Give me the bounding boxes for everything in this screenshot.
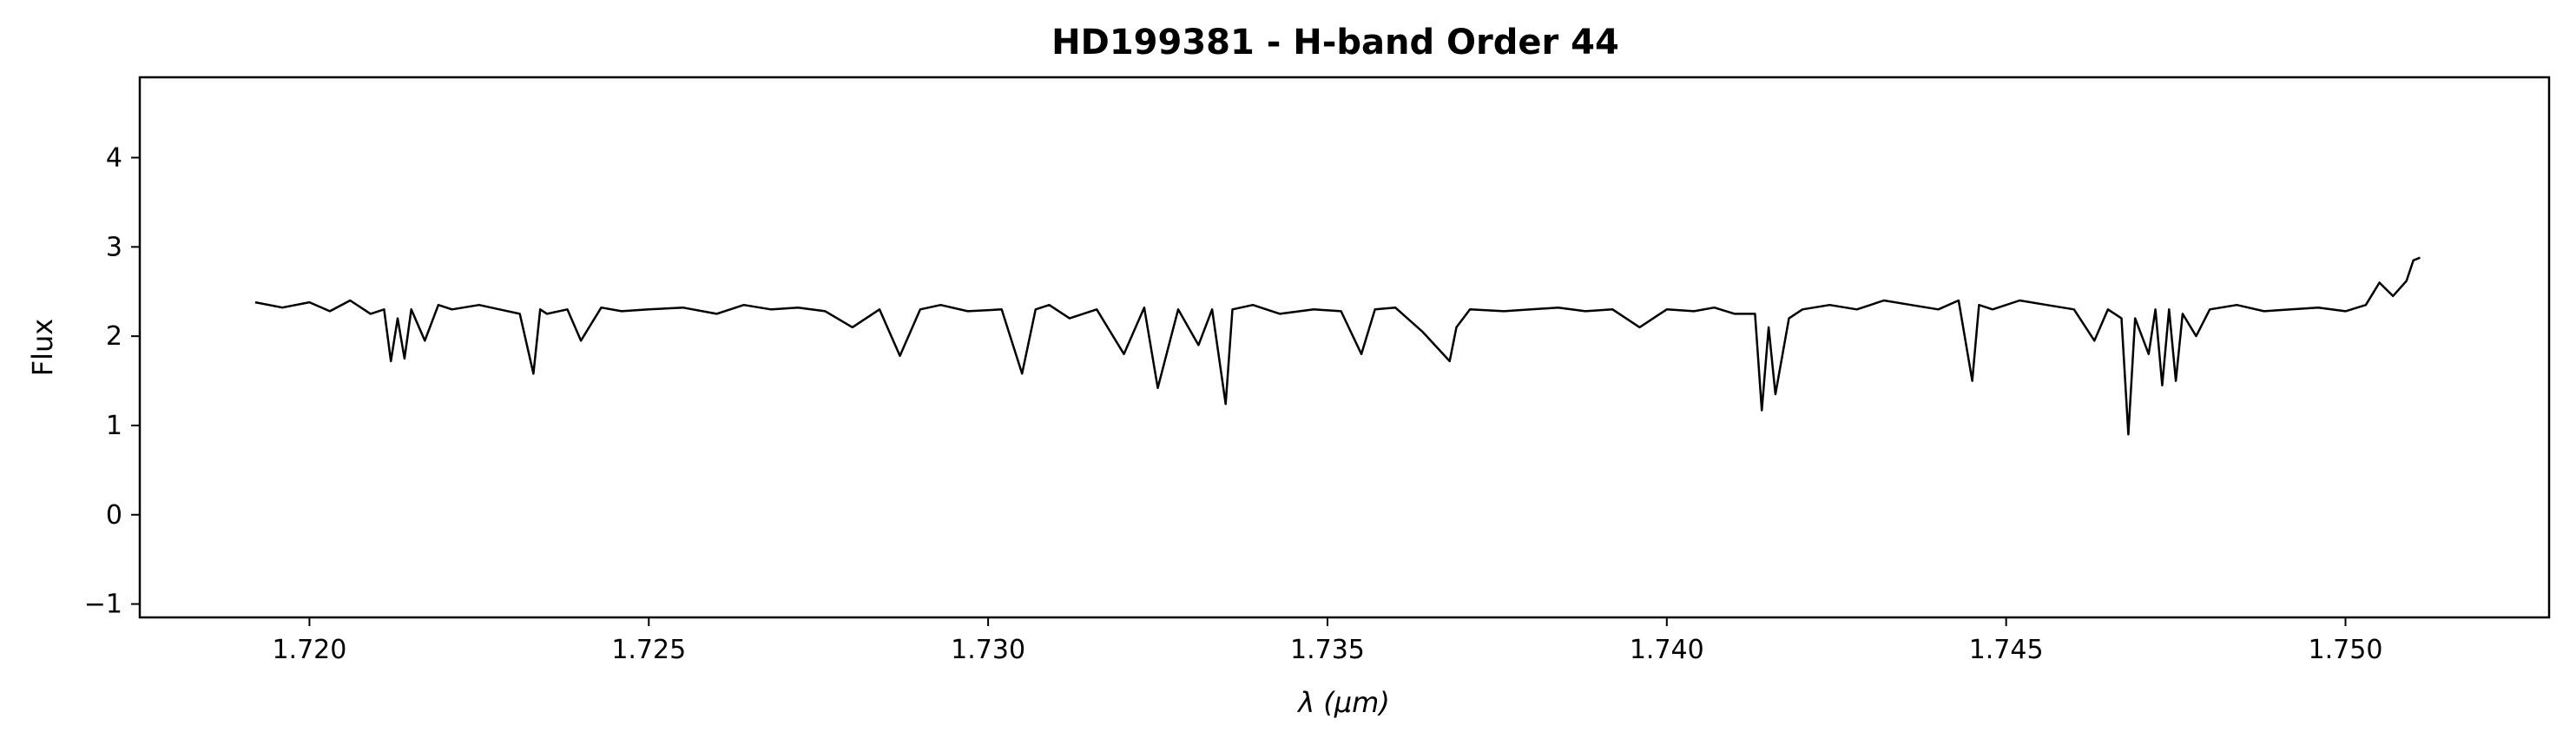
y-tick-label: −1	[84, 590, 122, 620]
x-tick-label: 1.730	[951, 635, 1025, 665]
spectrum-series-line	[254, 256, 2421, 436]
x-axis-label: λ (μm)	[1296, 686, 1390, 719]
plot-frame	[138, 76, 2551, 619]
x-tick-label: 1.725	[611, 635, 686, 665]
x-axis-ticks: 1.720 1.725 1.730 1.735 1.740 1.745 1.750	[272, 617, 2382, 665]
x-tick-label: 1.735	[1290, 635, 1365, 665]
y-tick-label: 0	[106, 500, 122, 531]
y-axis-ticks: −1 0 1 2 3 4	[84, 143, 140, 620]
x-tick-label: 1.745	[1969, 635, 2044, 665]
y-axis-label: Flux	[26, 319, 59, 377]
x-tick-label: 1.720	[272, 635, 346, 665]
x-tick-label: 1.740	[1630, 635, 1704, 665]
y-tick-label: 4	[106, 143, 122, 174]
y-tick-label: 2	[106, 321, 122, 352]
y-tick-label: 3	[106, 232, 122, 262]
y-tick-label: 1	[106, 411, 122, 441]
x-tick-label: 1.750	[2309, 635, 2383, 665]
chart-title: HD199381 - H-band Order 44	[1051, 23, 1619, 63]
